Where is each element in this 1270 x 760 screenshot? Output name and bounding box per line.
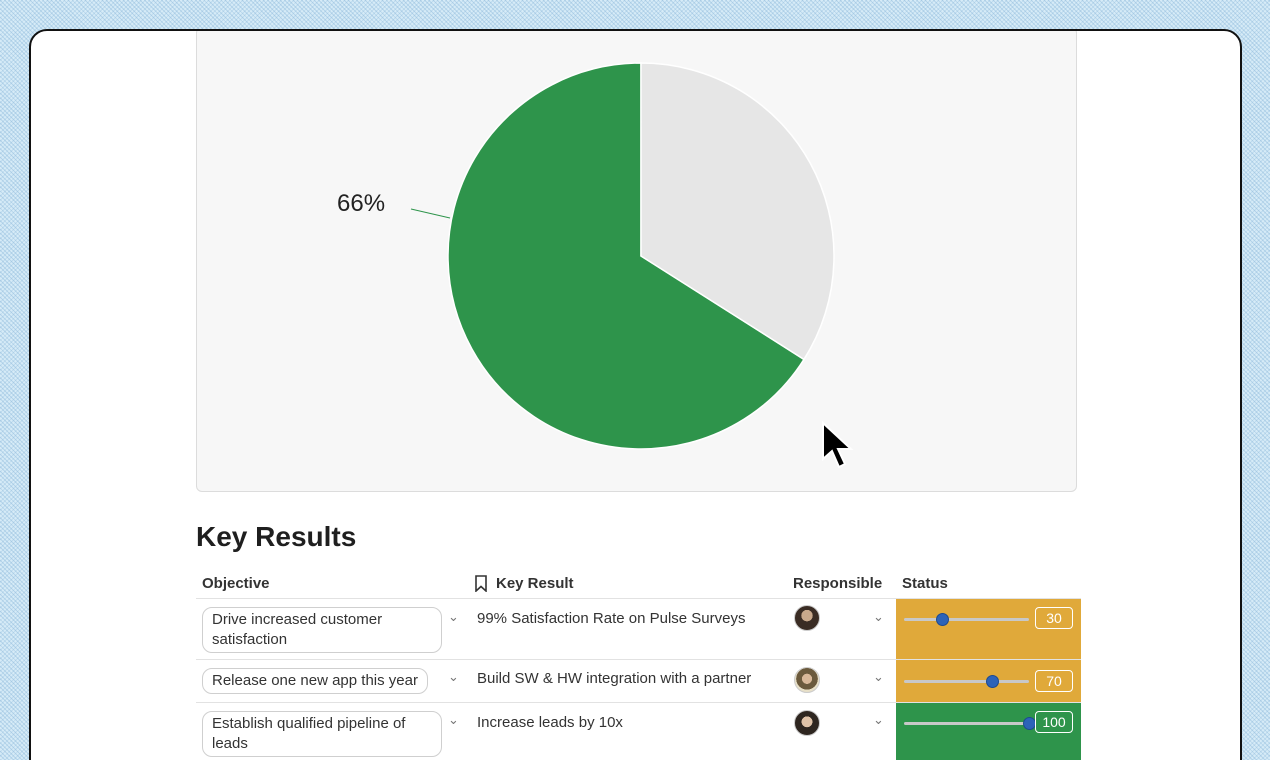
objective-select[interactable]: Drive increased customer satisfaction [202, 607, 442, 653]
table-row: Release one new app this year ⌄ Build SW… [196, 660, 1081, 703]
status-cell[interactable]: 100 [896, 703, 1081, 760]
avatar[interactable] [794, 605, 820, 631]
column-header-status[interactable]: Status [902, 575, 948, 592]
status-cell[interactable]: 70 [896, 660, 1081, 702]
table-header: Objective Key Result Responsible Status [196, 571, 1081, 599]
column-header-key-result-label: Key Result [496, 575, 574, 592]
table-row: Establish qualified pipeline of leads ⌄ … [196, 703, 1081, 760]
key-results-title: Key Results [196, 521, 357, 552]
pie-slice-remaining [640, 62, 835, 361]
status-cell[interactable]: 30 [896, 599, 1081, 659]
status-slider-handle[interactable] [935, 613, 949, 626]
key-result-text[interactable]: Increase leads by 10x [477, 714, 623, 731]
pie-slice-complete [447, 62, 805, 450]
chevron-down-icon[interactable]: ⌄ [873, 609, 884, 624]
pie-chart: 66% [337, 62, 835, 450]
status-value-box[interactable]: 70 [1035, 670, 1073, 692]
column-header-key-result[interactable]: Key Result [474, 575, 574, 592]
key-results-table: Objective Key Result Responsible Status … [196, 571, 1081, 760]
chevron-down-icon[interactable]: ⌄ [448, 609, 459, 624]
avatar[interactable] [794, 710, 820, 736]
bookmark-icon [474, 575, 488, 592]
chevron-down-icon[interactable]: ⌄ [873, 712, 884, 727]
chevron-down-icon[interactable]: ⌄ [873, 669, 884, 684]
table-row: Drive increased customer satisfaction ⌄ … [196, 599, 1081, 660]
pie-data-label: 66% [337, 190, 385, 217]
app-window: 66% Key Results Objective Key Result Res… [29, 29, 1242, 760]
mouse-cursor-icon [821, 420, 861, 478]
status-value-box[interactable]: 100 [1035, 711, 1073, 733]
status-slider-track[interactable] [904, 722, 1029, 725]
objective-select[interactable]: Establish qualified pipeline of leads [202, 711, 442, 757]
status-slider-track[interactable] [904, 618, 1029, 621]
status-value-box[interactable]: 30 [1035, 607, 1073, 629]
column-header-objective[interactable]: Objective [202, 575, 270, 592]
column-header-responsible[interactable]: Responsible [793, 575, 883, 592]
avatar[interactable] [794, 667, 820, 693]
pie-chart-card: 66% [196, 31, 1077, 492]
key-result-text[interactable]: Build SW & HW integration with a partner [477, 670, 752, 687]
pie-label-leader-line [410, 208, 451, 219]
status-slider-handle[interactable] [985, 675, 999, 688]
status-slider-track[interactable] [904, 680, 1029, 683]
key-result-text[interactable]: 99% Satisfaction Rate on Pulse Surveys [477, 610, 746, 627]
objective-select[interactable]: Release one new app this year [202, 668, 428, 694]
chevron-down-icon[interactable]: ⌄ [448, 712, 459, 727]
chevron-down-icon[interactable]: ⌄ [448, 669, 459, 684]
